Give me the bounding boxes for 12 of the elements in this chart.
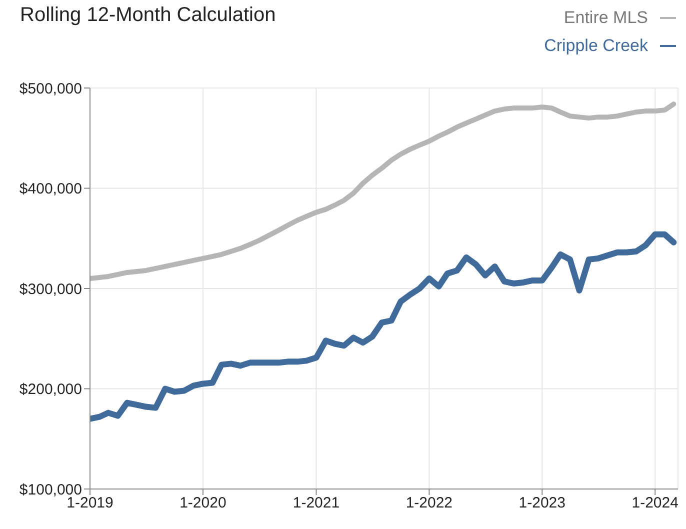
x-tick-label: 1-2022 bbox=[406, 494, 453, 512]
x-tick-label: 1-2020 bbox=[180, 494, 226, 512]
y-tick-label: $200,000 bbox=[19, 381, 82, 398]
y-tick-label: $300,000 bbox=[19, 280, 82, 298]
y-tick-label: $400,000 bbox=[19, 180, 82, 198]
chart-title: Rolling 12-Month Calculation bbox=[20, 4, 276, 27]
y-tick-label: $500,000 bbox=[19, 80, 82, 98]
legend-label: Cripple Creek bbox=[544, 36, 648, 56]
legend-label: Entire MLS bbox=[564, 8, 648, 28]
x-tick-label: 1-2021 bbox=[292, 494, 340, 512]
x-tick-label: 1-2024 bbox=[632, 494, 678, 512]
x-tick-label: 1-2023 bbox=[518, 494, 566, 512]
